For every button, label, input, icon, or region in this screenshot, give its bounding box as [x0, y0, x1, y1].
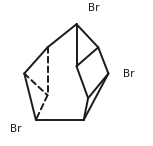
- Text: Br: Br: [88, 3, 100, 13]
- Text: Br: Br: [123, 68, 134, 79]
- Text: Br: Br: [10, 124, 21, 134]
